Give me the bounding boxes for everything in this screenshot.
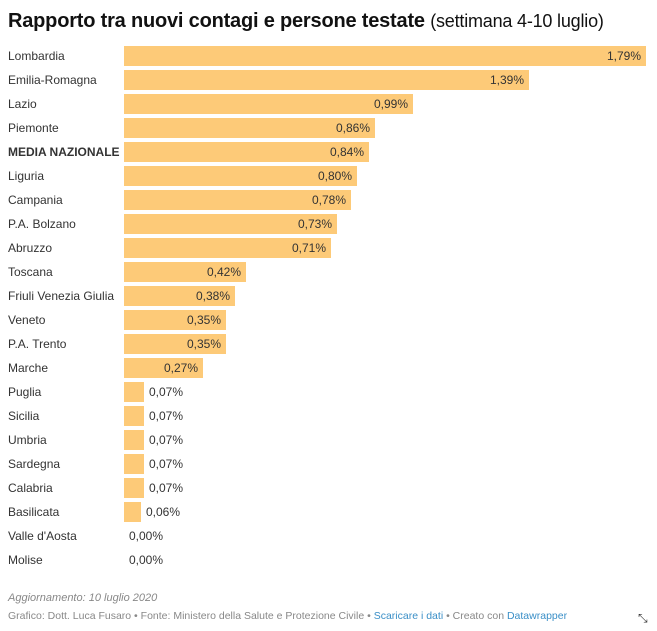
bar-row: Marche 0,27% [0, 358, 657, 378]
category-label: Emilia-Romagna [8, 73, 97, 87]
footer-credits: Grafico: Dott. Luca Fusaro • Fonte: Mini… [8, 610, 568, 622]
bar [124, 454, 144, 474]
bar-row: P.A. Trento 0,35% [0, 334, 657, 354]
bar-row: Campania 0,78% [0, 190, 657, 210]
category-label: Calabria [8, 481, 53, 495]
value-label: 0,07% [149, 409, 184, 423]
bar-row: MEDIA NAZIONALE 0,84% [0, 142, 657, 162]
bar [124, 166, 357, 186]
bar-row: Toscana 0,42% [0, 262, 657, 282]
bar [124, 142, 369, 162]
value-label: 0,71% [291, 241, 326, 255]
bar [124, 94, 413, 114]
download-data-link[interactable]: Scaricare i dati [373, 610, 444, 622]
category-label: P.A. Trento [8, 337, 67, 351]
bar [124, 358, 203, 378]
bar-row: Puglia 0,07% [0, 382, 657, 402]
category-label: P.A. Bolzano [8, 217, 76, 231]
resize-icon[interactable]: ⤡ [638, 611, 648, 625]
source-text: Fonte: Ministero della Salute e Protezio… [140, 610, 365, 622]
bar-row: Abruzzo 0,71% [0, 238, 657, 258]
bar-row: Umbria 0,07% [0, 430, 657, 450]
value-label: 0,38% [195, 289, 230, 303]
category-label: Sicilia [8, 409, 40, 423]
category-label: Valle d'Aosta [8, 529, 77, 543]
bar [124, 382, 144, 402]
bar-row: Lombardia 1,79% [0, 46, 657, 66]
value-label: 0,06% [146, 505, 181, 519]
value-label: 0,07% [149, 433, 184, 447]
category-label: Molise [8, 553, 43, 567]
value-label: 0,99% [373, 97, 408, 111]
value-label: 0,35% [186, 337, 221, 351]
bar [124, 46, 646, 66]
datawrapper-link[interactable]: Datawrapper [506, 610, 568, 622]
bar [124, 406, 144, 426]
category-label: Umbria [8, 433, 47, 447]
bar [124, 502, 141, 522]
bar-row: Piemonte 0,86% [0, 118, 657, 138]
category-label: Liguria [8, 169, 45, 183]
bar-row: Molise 0,00% [0, 550, 657, 570]
bar [124, 70, 529, 90]
value-label: 0,78% [311, 193, 346, 207]
category-label: MEDIA NAZIONALE [8, 145, 120, 159]
bar [124, 310, 226, 330]
value-label: 0,27% [163, 361, 198, 375]
bar-row: Veneto 0,35% [0, 310, 657, 330]
bar [124, 262, 246, 282]
bar-row: Sardegna 0,07% [0, 454, 657, 474]
chart-title-main: Rapporto tra nuovi contagi e persone tes… [8, 10, 425, 32]
value-label: 1,79% [606, 49, 641, 63]
credit-text: Grafico: Dott. Luca Fusaro [8, 610, 132, 622]
category-label: Lombardia [8, 49, 65, 63]
category-label: Sardegna [8, 457, 61, 471]
chart-title-sub: (settimana 4-10 luglio) [430, 11, 604, 31]
category-label: Toscana [8, 265, 53, 279]
bar-row: Sicilia 0,07% [0, 406, 657, 426]
category-label: Marche [8, 361, 49, 375]
bar-row: Valle d'Aosta 0,00% [0, 526, 657, 546]
bar [124, 214, 337, 234]
bar-row: Emilia-Romagna 1,39% [0, 70, 657, 90]
bar-row: Friuli Venezia Giulia 0,38% [0, 286, 657, 306]
category-label: Basilicata [8, 505, 60, 519]
category-label: Piemonte [8, 121, 59, 135]
bar [124, 238, 331, 258]
value-label: 0,07% [149, 457, 184, 471]
bar [124, 190, 351, 210]
value-label: 0,00% [129, 553, 164, 567]
bar-row: Lazio 0,99% [0, 94, 657, 114]
value-label: 0,84% [329, 145, 364, 159]
value-label: 1,39% [489, 73, 524, 87]
bar-row: P.A. Bolzano 0,73% [0, 214, 657, 234]
bar [124, 478, 144, 498]
value-label: 0,35% [186, 313, 221, 327]
bar-row: Liguria 0,80% [0, 166, 657, 186]
bar [124, 430, 144, 450]
category-label: Friuli Venezia Giulia [8, 289, 115, 303]
category-label: Abruzzo [8, 241, 53, 255]
value-label: 0,00% [129, 529, 164, 543]
category-label: Puglia [8, 385, 42, 399]
category-label: Lazio [8, 97, 37, 111]
bar [124, 334, 226, 354]
bar [124, 286, 235, 306]
created-with-text: Creato con [452, 610, 505, 622]
value-label: 0,07% [149, 385, 184, 399]
bar [124, 118, 375, 138]
value-label: 0,73% [297, 217, 332, 231]
value-label: 0,42% [206, 265, 241, 279]
update-note: Aggiornamento: 10 luglio 2020 [8, 592, 158, 604]
category-label: Veneto [8, 313, 46, 327]
value-label: 0,80% [317, 169, 352, 183]
chart-title: Rapporto tra nuovi contagi e persone tes… [8, 10, 604, 33]
value-label: 0,86% [335, 121, 370, 135]
bar-row: Basilicata 0,06% [0, 502, 657, 522]
category-label: Campania [8, 193, 63, 207]
bar-row: Calabria 0,07% [0, 478, 657, 498]
value-label: 0,07% [149, 481, 184, 495]
